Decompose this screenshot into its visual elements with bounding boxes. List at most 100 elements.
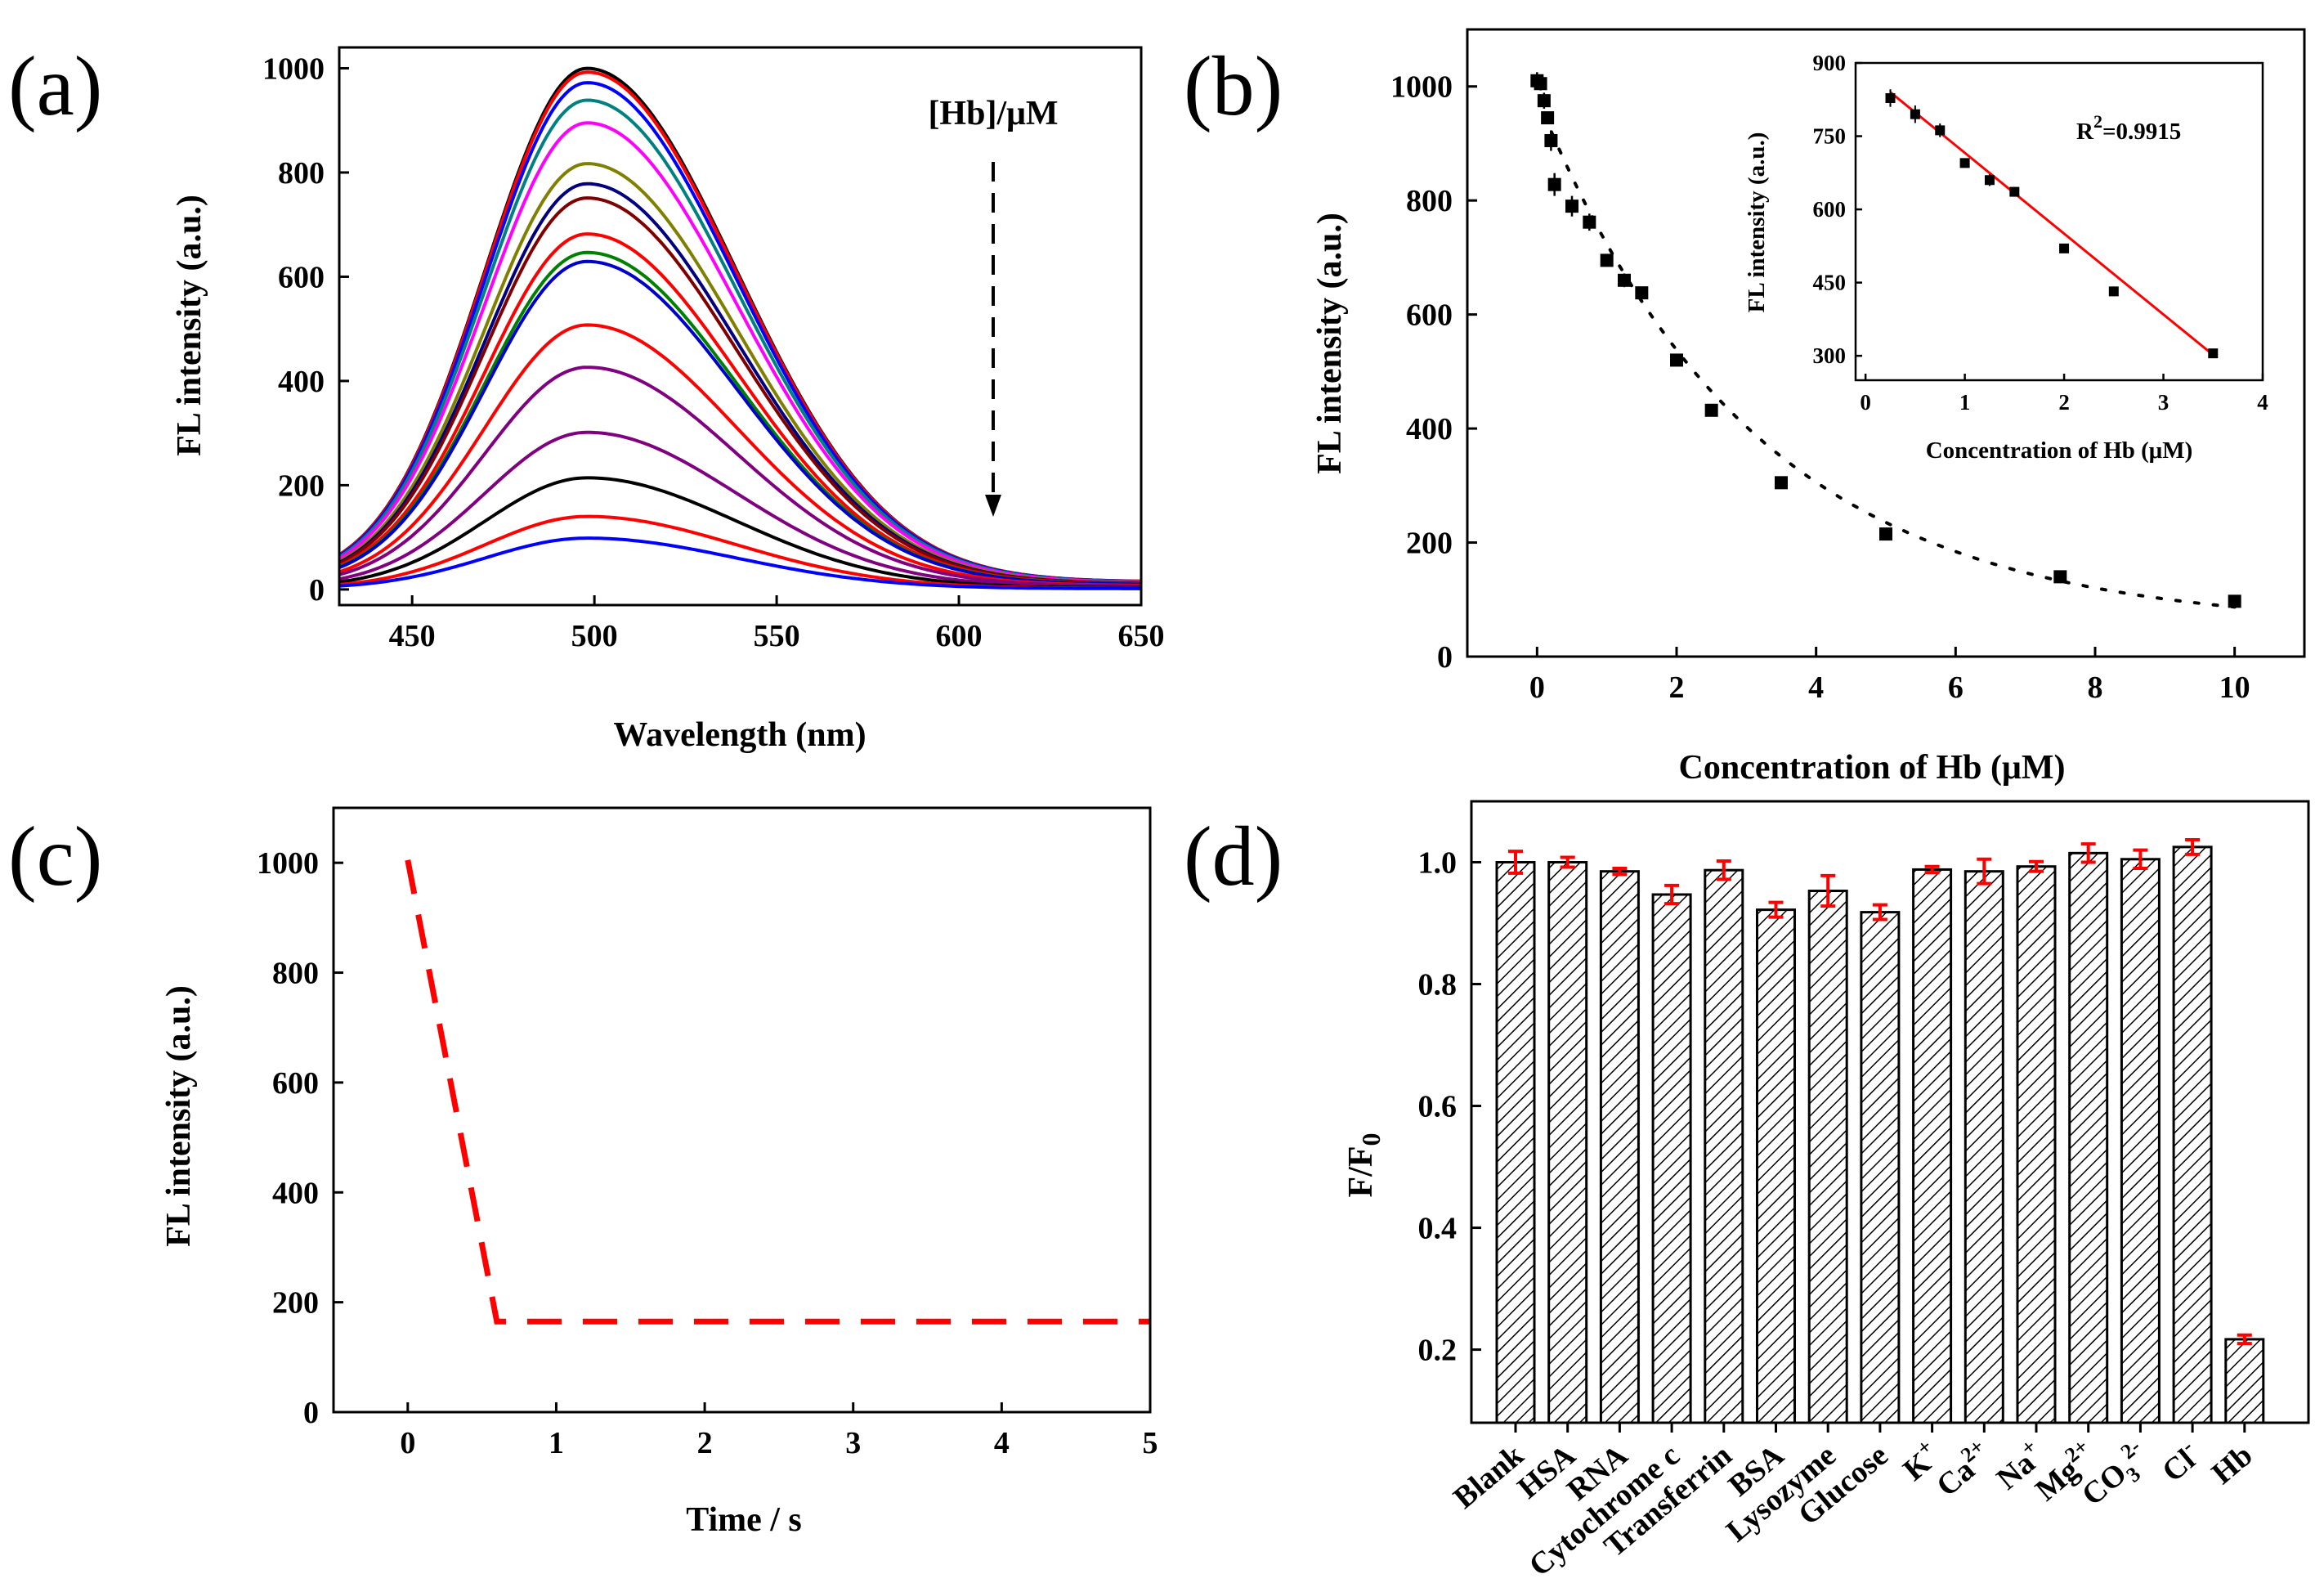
panel-a-series-line — [338, 259, 1141, 586]
panel-c-y-tick-label: 200 — [272, 1286, 319, 1321]
panel-a-x-tick-label: 600 — [936, 619, 983, 653]
panel-d-y-label: F/F0 — [1342, 1133, 1386, 1198]
panel-d-bar — [1547, 861, 1588, 1424]
panel-b-point — [1704, 403, 1718, 417]
panel-c-series-line — [405, 859, 1150, 1325]
panel-b-inset-axes-frame — [1854, 61, 2264, 382]
panel-b-point — [1534, 77, 1547, 91]
panel-b-plot — [1530, 72, 2241, 609]
panel-a-x-label: Wavelength (nm) — [613, 716, 866, 754]
panel-a-series-line — [338, 536, 1141, 590]
panel-a-series-line — [338, 365, 1141, 588]
panel-b-point — [1670, 353, 1683, 367]
panel-b-inset-point — [2208, 348, 2219, 359]
panel-b-fit-curve — [1542, 113, 2237, 609]
panel-d-y-tick-label: 0.8 — [1418, 968, 1458, 1002]
panel-b-y-tick-label: 600 — [1406, 298, 1453, 333]
panel-b-inset-y-tick-label: 300 — [1813, 343, 1847, 368]
panel-a-x-tick-label: 650 — [1118, 619, 1165, 653]
panel-b-point — [1541, 111, 1555, 125]
panel-b-axes-frame — [1466, 28, 2306, 658]
panel-b-y-label: FL intensity (a.u.) — [1311, 213, 1349, 474]
panel-b-inset-x-tick-label: 3 — [2158, 390, 2170, 415]
panel-b-point — [1775, 476, 1788, 490]
panel-b-inset-plot — [1885, 89, 2219, 359]
panel-d-y-ticks: 0.2 0.4 0.6 0.8 1.0 — [1418, 846, 1481, 1368]
panel-b-point — [1600, 253, 1614, 267]
panel-a-plot — [338, 66, 1142, 590]
panel-a-axes-frame — [338, 46, 1143, 607]
panel-b-point — [1583, 215, 1596, 229]
panel-b-point — [2228, 594, 2241, 608]
panel-c-axes-frame — [332, 806, 1152, 1414]
panel-b-inset-point — [1910, 109, 1920, 119]
panel-d-bar — [2120, 858, 2161, 1424]
panel-b-inset-y-label: FL intensity (a.u.) — [1744, 132, 1770, 313]
panel-c-y-label: FL intensity (a.u.) — [160, 985, 198, 1247]
panel-b-point — [2053, 570, 2067, 584]
panel-b-inset-point — [1885, 92, 1896, 103]
panel-a-arrow-head — [985, 495, 1001, 517]
panel-d-bar — [1756, 908, 1796, 1424]
panel-d-bar — [2068, 851, 2109, 1424]
panel-d-y-tick-label: 0.2 — [1418, 1334, 1458, 1368]
panel-d-x-tick-label: Hb — [2205, 1438, 2259, 1491]
panel-c-x-ticks: 0 1 2 3 4 5 — [400, 1402, 1158, 1460]
panel-a-label: (a) — [8, 39, 102, 133]
panel-b-y-ticks: 0 200 400 600 800 1000 — [1390, 70, 1477, 675]
panel-b-y-tick-label: 400 — [1406, 412, 1453, 446]
panel-d-bar — [1860, 911, 1901, 1424]
panel-d-x-tick-label: Ca2+ — [1927, 1434, 1999, 1504]
panel-a-y-tick-label: 800 — [278, 156, 325, 191]
panel-c-x-tick-label: 3 — [845, 1426, 861, 1460]
panel-a-series-line — [338, 70, 1142, 583]
panel-c-x-tick-label: 4 — [994, 1426, 1010, 1460]
panel-b-label: (b) — [1184, 39, 1283, 133]
panel-d-x-tick-label: Cl- — [2152, 1434, 2207, 1489]
panel-b-inset-y-tick-label: 600 — [1813, 197, 1847, 222]
panel-b-point — [1879, 527, 1892, 541]
panel-a: (a) 450 500 550 600 650 0 200 400 600 800 1000 Wa… — [8, 39, 1165, 754]
panel-c-y-ticks: 0 200 400 600 800 1000 — [257, 846, 343, 1430]
panel-d-bar — [1495, 861, 1536, 1424]
panel-c-y-tick-label: 800 — [272, 957, 319, 991]
panel-d-bar — [1807, 890, 1848, 1424]
panel-a-x-ticks: 450 500 550 600 650 — [389, 595, 1165, 653]
panel-a-y-label: FL intensity (a.u.) — [171, 195, 208, 456]
panel-a-y-tick-label: 0 — [309, 573, 325, 608]
panel-a-series-line — [338, 250, 1142, 586]
panel-a-series-line — [338, 98, 1141, 584]
panel-c-plot — [405, 859, 1150, 1325]
panel-c: (c) 0 1 2 3 4 5 0 200 400 600 800 1000 Time / s FL… — [8, 806, 1158, 1539]
panel-a-y-tick-label: 1000 — [262, 52, 325, 86]
panel-d-bar — [2172, 845, 2213, 1424]
panel-c-label: (c) — [8, 809, 102, 904]
panel-c-x-tick-label: 5 — [1143, 1426, 1158, 1460]
panel-b-x-tick-label: 0 — [1529, 670, 1545, 705]
panel-b-x-label: Concentration of Hb (μM) — [1679, 749, 2066, 787]
panel-c-x-tick-label: 0 — [400, 1426, 415, 1460]
panel-c-y-tick-label: 600 — [272, 1066, 319, 1101]
panel-b-inset-y-tick-label: 900 — [1813, 51, 1847, 75]
panel-b-inset-point — [1984, 175, 1995, 186]
panel-b-inset-x-ticks: 0 1 2 3 4 — [1860, 374, 2268, 415]
panel-a-annotation: [Hb]/μM — [928, 95, 1058, 132]
panel-b-inset: 0 1 2 3 4 300 450 600 750 900 Concentration of H… — [1744, 51, 2268, 464]
panel-b-inset-fit-line — [1889, 91, 2214, 357]
panel-b-y-tick-label: 200 — [1406, 527, 1453, 561]
panel-c-y-tick-label: 0 — [303, 1396, 319, 1430]
panel-b-inset-point — [1935, 125, 1946, 136]
panel-d-bar — [1964, 870, 2004, 1424]
panel-b-inset-x-tick-label: 4 — [2257, 390, 2268, 415]
panel-b-point — [1537, 94, 1551, 108]
panel-b-point — [1565, 200, 1578, 213]
panel-d-bar — [1912, 868, 1953, 1424]
panel-d-bar — [1599, 870, 1640, 1424]
panel-d-axes-frame — [1470, 800, 2310, 1424]
panel-b-y-tick-label: 1000 — [1390, 70, 1453, 105]
panel-b-inset-x-label: Concentration of Hb (μM) — [1926, 437, 2193, 464]
panel-b-x-tick-label: 4 — [1808, 670, 1824, 705]
panel-b-inset-x-tick-label: 0 — [1860, 390, 1871, 415]
